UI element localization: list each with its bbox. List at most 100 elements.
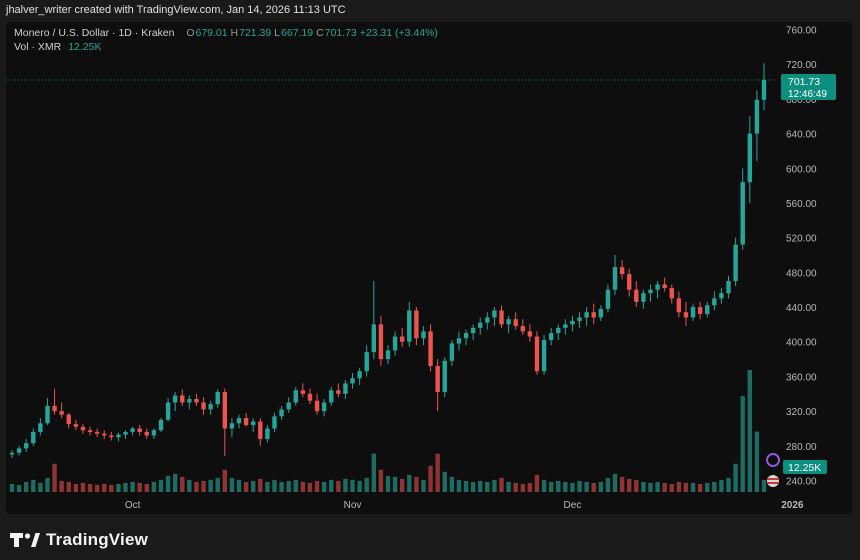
candle-body[interactable] [272, 416, 277, 429]
candle-body[interactable] [726, 281, 731, 294]
candle-body[interactable] [286, 402, 291, 410]
candle-body[interactable] [243, 418, 249, 426]
candle-body[interactable] [570, 320, 575, 325]
candle-body[interactable] [229, 423, 235, 429]
candle-body[interactable] [435, 366, 440, 393]
candle-body[interactable] [719, 293, 724, 299]
candle-body[interactable] [655, 284, 660, 290]
candle-body[interactable] [378, 324, 384, 360]
candle-body[interactable] [307, 393, 313, 401]
candle-body[interactable] [9, 452, 15, 455]
candle-body[interactable] [556, 327, 561, 334]
candle-body[interactable] [641, 293, 646, 302]
candle-body[interactable] [627, 274, 632, 290]
candle-body[interactable] [761, 79, 767, 100]
candle-body[interactable] [520, 326, 525, 332]
candle-body[interactable] [527, 331, 533, 337]
candle-body[interactable] [364, 352, 369, 372]
candlestick-chart[interactable]: 760.00 720.00 680.00 640.00 600.00 560.00 520.… [6, 22, 852, 514]
candle-body[interactable] [258, 421, 263, 439]
candle-body[interactable] [45, 405, 50, 424]
candle-body[interactable] [102, 433, 107, 436]
candle-body[interactable] [449, 343, 455, 361]
candle-body[interactable] [619, 267, 625, 275]
candle-body[interactable] [23, 443, 29, 449]
candle-body[interactable] [705, 305, 710, 314]
candle-body[interactable] [683, 312, 689, 318]
candle-body[interactable] [485, 317, 490, 323]
candle-body[interactable] [442, 360, 447, 393]
us-flag-event-icon[interactable] [767, 475, 779, 487]
candle-body[interactable] [251, 421, 256, 426]
candle-body[interactable] [740, 182, 745, 245]
candle-body[interactable] [598, 308, 604, 318]
candle-body[interactable] [329, 390, 334, 403]
candle-body[interactable] [38, 423, 43, 432]
candle-body[interactable] [194, 398, 199, 403]
candle-body[interactable] [690, 307, 696, 318]
candle-body[interactable] [165, 402, 171, 420]
candle-body[interactable] [59, 411, 64, 415]
candle-body[interactable] [66, 414, 71, 425]
candle-body[interactable] [236, 418, 242, 424]
candle-body[interactable] [357, 371, 362, 379]
candle-body[interactable] [385, 350, 391, 360]
candle-body[interactable] [534, 336, 540, 372]
candle-body[interactable] [499, 310, 504, 325]
candle-body[interactable] [548, 333, 554, 341]
candle-body[interactable] [428, 331, 433, 367]
candle-body[interactable] [421, 331, 426, 339]
candle-body[interactable] [577, 317, 582, 321]
candle-body[interactable] [144, 431, 149, 436]
candle-body[interactable] [343, 383, 348, 394]
candle-body[interactable] [73, 424, 79, 427]
candle-body[interactable] [151, 430, 157, 436]
chart-panel[interactable]: 760.00 720.00 680.00 640.00 600.00 560.00 520.… [6, 22, 852, 514]
candle-body[interactable] [300, 390, 306, 394]
candle-body[interactable] [513, 319, 518, 327]
candle-body[interactable] [492, 310, 497, 318]
candle-body[interactable] [591, 312, 596, 318]
volume-label[interactable]: Vol · XMR [14, 41, 62, 53]
candle-body[interactable] [634, 289, 639, 302]
candle-body[interactable] [172, 395, 178, 403]
candle-body[interactable] [215, 392, 220, 405]
candle-body[interactable] [201, 402, 206, 410]
candle-body[interactable] [371, 324, 377, 353]
candle-body[interactable] [314, 400, 320, 412]
candle-body[interactable] [158, 419, 164, 431]
candle-body[interactable] [336, 390, 341, 394]
candle-body[interactable] [605, 289, 611, 309]
candle-body[interactable] [584, 312, 589, 318]
candle-body[interactable] [116, 434, 121, 438]
candle-body[interactable] [456, 338, 462, 344]
candle-body[interactable] [94, 431, 100, 434]
candle-body[interactable] [669, 287, 674, 299]
candle-body[interactable] [754, 99, 760, 134]
candle-body[interactable] [506, 319, 511, 325]
candle-body[interactable] [648, 289, 653, 294]
event-marker-icon[interactable] [766, 453, 780, 467]
candle-body[interactable] [16, 448, 22, 453]
candle-body[interactable] [350, 378, 355, 384]
candle-body[interactable] [52, 405, 57, 412]
candle-body[interactable] [222, 392, 228, 429]
candle-body[interactable] [180, 395, 185, 403]
candle-body[interactable] [31, 431, 36, 444]
candle-body[interactable] [662, 284, 667, 288]
candle-body[interactable] [407, 310, 412, 342]
candle-body[interactable] [733, 244, 738, 282]
candle-body[interactable] [697, 307, 703, 314]
candle-body[interactable] [80, 426, 86, 431]
symbol-name[interactable]: Monero / U.S. Dollar · 1D · Kraken [14, 27, 175, 39]
candle-body[interactable] [137, 428, 142, 432]
candle-body[interactable] [563, 324, 568, 328]
candle-body[interactable] [463, 333, 469, 339]
candle-body[interactable] [123, 431, 128, 435]
last-price-tag[interactable] [781, 74, 836, 101]
candle-body[interactable] [676, 298, 682, 313]
candle-body[interactable] [130, 428, 135, 432]
candle-body[interactable] [265, 428, 270, 439]
candle-body[interactable] [87, 430, 93, 432]
candle-body[interactable] [109, 435, 114, 438]
